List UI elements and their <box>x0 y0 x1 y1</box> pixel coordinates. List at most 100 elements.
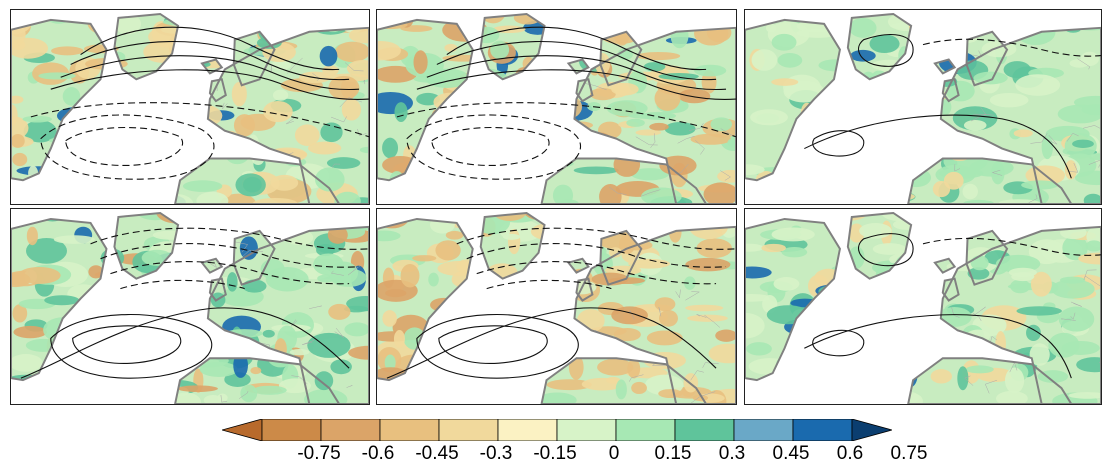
anomaly-patch <box>856 99 882 123</box>
anomaly-patch <box>139 111 163 137</box>
anomaly-patch <box>437 179 460 195</box>
anomaly-patch <box>251 150 265 166</box>
anomaly-patch <box>1010 279 1031 294</box>
anomaly-patch <box>969 158 1014 177</box>
anomaly-patch <box>611 82 639 96</box>
anomaly-patch <box>818 284 854 298</box>
negative-contour <box>476 261 717 285</box>
anomaly-patch <box>148 378 178 387</box>
anomaly-patch <box>346 296 369 312</box>
colorbar-low-extension <box>222 419 263 441</box>
anomaly-patch <box>685 304 724 312</box>
anomaly-patch <box>649 122 669 131</box>
coastline-north-america <box>11 217 108 382</box>
anomaly-patch <box>573 166 619 175</box>
anomaly-patch <box>708 343 736 364</box>
colorbar-segment <box>615 419 676 441</box>
anomaly-patch <box>51 172 66 192</box>
anomaly-patch <box>844 88 871 104</box>
anomaly-patch <box>263 100 293 123</box>
anomaly-patch <box>470 355 502 367</box>
anomaly-patch <box>957 366 969 391</box>
anomaly-patch <box>112 269 124 285</box>
positive-contour <box>804 114 1072 179</box>
anomaly-patch <box>1021 180 1059 190</box>
anomaly-patch <box>794 140 829 161</box>
coastline-greenland <box>846 12 913 81</box>
anomaly-patch <box>898 82 944 93</box>
coastline-africa <box>174 357 341 404</box>
coastline-uk <box>941 277 960 302</box>
colorbar-segment <box>261 419 322 441</box>
anomaly-patch <box>790 340 834 363</box>
anomaly-patch <box>445 123 486 147</box>
coastline-eurasia <box>206 225 369 404</box>
anomaly-patch <box>682 212 695 227</box>
anomaly-patch <box>798 13 813 20</box>
anomaly-patch <box>594 13 635 19</box>
anomaly-patch <box>833 366 858 390</box>
anomaly-patch <box>1073 95 1101 109</box>
anomaly-patch <box>384 354 396 371</box>
anomaly-patch <box>519 142 545 163</box>
coastline-scandinavia <box>232 30 276 87</box>
anomaly-patch <box>765 23 777 33</box>
anomaly-patch <box>956 212 988 217</box>
anomaly-patch <box>278 378 311 394</box>
anomaly-patch <box>561 214 602 230</box>
anomaly-patch <box>811 183 857 191</box>
anomaly-patch <box>231 81 247 107</box>
anomaly-patch <box>103 121 132 141</box>
anomaly-patch <box>341 98 362 121</box>
anomaly-patch <box>851 360 896 372</box>
anomaly-patch <box>512 99 545 109</box>
anomaly-patch <box>771 227 815 242</box>
anomaly-patch <box>317 274 336 283</box>
anomaly-patch <box>439 212 476 218</box>
anomaly-patch <box>307 332 351 358</box>
anomaly-patch <box>447 387 468 404</box>
anomaly-patch <box>1015 74 1061 96</box>
anomaly-patch <box>1008 267 1037 278</box>
anomaly-patch <box>377 230 401 242</box>
coastline-eurasia <box>573 225 736 404</box>
land-uk <box>942 278 959 301</box>
anomaly-patch <box>38 72 76 80</box>
anomaly-patch <box>939 238 966 261</box>
contours <box>30 26 369 180</box>
anomaly-patch <box>26 238 67 264</box>
anomaly-patch <box>561 120 578 135</box>
anomaly-patch <box>497 391 528 398</box>
anomaly-patch <box>272 89 289 101</box>
anomaly-patch <box>23 120 57 143</box>
colorbar-segment <box>497 419 558 441</box>
anomaly-patch <box>640 111 677 120</box>
anomaly-patch <box>12 388 58 404</box>
positive-contour <box>804 314 1072 379</box>
anomaly-patch <box>626 118 645 127</box>
anomaly-patch <box>1037 370 1069 383</box>
anomaly-patch <box>464 149 490 164</box>
anomaly-patch <box>582 244 607 259</box>
anomaly-patch <box>1056 13 1084 18</box>
anomaly-patch <box>790 387 825 402</box>
anomaly-patch <box>973 71 1008 85</box>
colorbar-tick-label: 0.45 <box>772 443 810 464</box>
anomaly-patch <box>556 325 570 340</box>
anomaly-patch <box>28 396 47 403</box>
coastline-uk <box>208 277 227 302</box>
anomaly-patch <box>897 125 939 144</box>
anomaly-patch <box>443 338 475 345</box>
anomaly-patch <box>664 122 696 136</box>
coastline-eurasia <box>939 26 1101 204</box>
anomaly-patch <box>615 379 627 400</box>
anomaly-patch <box>1085 240 1101 252</box>
anomaly-patch <box>930 369 952 384</box>
country-borders <box>202 241 361 403</box>
land-uk <box>576 79 593 102</box>
anomaly-patch <box>907 322 923 334</box>
anomaly-patch <box>978 13 994 25</box>
anomaly-patch <box>89 303 101 316</box>
anomaly-patch <box>1058 306 1095 332</box>
contours <box>386 227 736 379</box>
